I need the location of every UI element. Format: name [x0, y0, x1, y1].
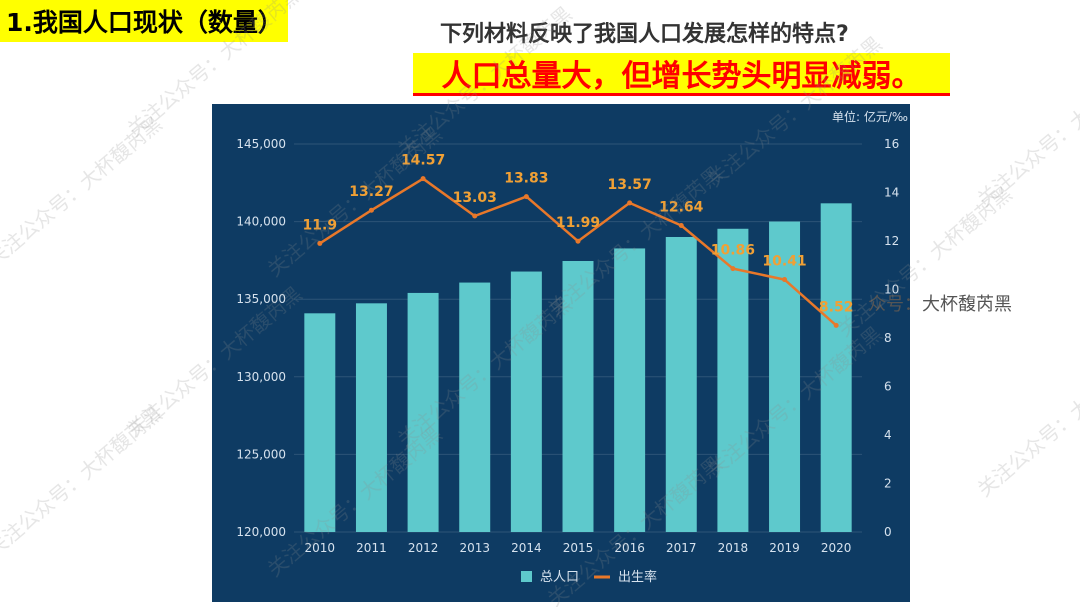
- bar-layer: [304, 203, 852, 532]
- x-tick-label: 2017: [666, 541, 697, 555]
- right-tick-label: 6: [884, 380, 892, 394]
- x-tick-label: 2011: [356, 541, 387, 555]
- birthrate-label-2020: 8.52: [819, 299, 854, 315]
- x-tick-label: 2013: [459, 541, 490, 555]
- bar-2015: [562, 260, 594, 532]
- birthrate-label-2012: 14.57: [401, 153, 445, 169]
- birthrate-label-2015: 11.99: [556, 215, 600, 231]
- x-tick-label: 2015: [563, 541, 594, 555]
- bar-2020: [820, 203, 852, 532]
- birthrate-label-2013: 13.03: [453, 190, 497, 206]
- right-tick-label: 0: [884, 525, 892, 539]
- birthrate-label-2016: 13.57: [607, 177, 651, 193]
- unit-label: 单位: 亿元/‰: [832, 109, 908, 124]
- side-watermark: 众号：大杯馥芮黑: [868, 294, 1012, 315]
- left-tick-label: 135,000: [236, 292, 286, 306]
- birthrate-point-2019: [782, 277, 788, 283]
- legend-layer: 总人口 出生率: [521, 569, 657, 585]
- bar-2011: [355, 303, 387, 532]
- left-tick-label: 120,000: [236, 525, 286, 539]
- answer-banner: 人口总量大，但增长势头明显减弱。: [413, 53, 950, 96]
- legend-swatch-population: [521, 571, 532, 582]
- left-tick-label: 130,000: [236, 370, 286, 384]
- watermark-text: 关注公众号：大杯馥芮黑: [0, 401, 167, 562]
- watermark-text: 关注公众号：大杯馥芮黑: [0, 111, 167, 272]
- left-tick-label: 125,000: [236, 447, 286, 461]
- bar-2014: [510, 271, 542, 532]
- bar-2018: [717, 228, 749, 532]
- birthrate-point-2011: [368, 207, 374, 213]
- birthrate-point-2016: [627, 200, 633, 206]
- bar-2012: [407, 292, 439, 532]
- label-layer: 11.9 13.27 14.57 13.03 13.83 11.99 13.57 12.64 1…: [303, 153, 854, 316]
- bar-2017: [665, 236, 697, 532]
- right-tick-label: 2: [884, 477, 892, 491]
- x-tick-label: 2014: [511, 541, 542, 555]
- right-tick-label: 14: [884, 186, 899, 200]
- birthrate-point-2014: [523, 194, 529, 200]
- birthrate-point-2012: [420, 176, 426, 182]
- birthrate-point-2013: [472, 213, 478, 219]
- birthrate-label-2011: 13.27: [349, 184, 393, 200]
- population-birthrate-chart: 11.9 13.27 14.57 13.03 13.83 11.99 13.57 12.64 1…: [236, 109, 908, 585]
- birthrate-point-2020: [833, 322, 839, 328]
- birthrate-point-2015: [575, 238, 581, 244]
- x-tick-label: 2018: [718, 541, 749, 555]
- legend-label-birthrate: 出生率: [618, 569, 657, 585]
- slide-heading: 1.我国人口现状（数量）: [0, 0, 288, 42]
- x-tick-label: 2016: [614, 541, 645, 555]
- birthrate-point-2017: [678, 222, 684, 228]
- birthrate-point-2010: [317, 240, 323, 246]
- line-layer: [317, 176, 839, 328]
- question-text: 下列材料反映了我国人口发展怎样的特点?: [440, 22, 849, 47]
- birthrate-label-2019: 10.41: [762, 254, 806, 270]
- bar-2016: [614, 248, 646, 532]
- watermark-text: 关注公众号：大杯馥芮黑: [972, 341, 1080, 502]
- birthrate-label-2017: 12.64: [659, 199, 704, 215]
- right-tick-label: 12: [884, 234, 899, 248]
- right-tick-label: 4: [884, 428, 892, 442]
- right-tick-label: 16: [884, 137, 899, 151]
- birthrate-label-2014: 13.83: [504, 171, 548, 187]
- x-tick-label: 2020: [821, 541, 852, 555]
- x-tick-label: 2012: [408, 541, 439, 555]
- slide-heading-text: 1.我国人口现状（数量）: [6, 8, 283, 37]
- right-tick-label: 10: [884, 283, 899, 297]
- answer-text: 人口总量大，但增长势头明显减弱。: [441, 59, 922, 94]
- birthrate-label-2010: 11.9: [303, 217, 338, 233]
- bar-2010: [304, 313, 336, 532]
- chart-panel: 11.9 13.27 14.57 13.03 13.83 11.99 13.57 12.64 1…: [212, 104, 910, 602]
- birthrate-point-2018: [730, 266, 736, 272]
- watermark-text: 关注公众号：大杯馥芮黑: [972, 51, 1080, 212]
- right-tick-label: 8: [884, 331, 892, 345]
- left-tick-label: 145,000: [236, 137, 286, 151]
- bar-2019: [769, 221, 801, 532]
- birthrate-label-2018: 10.86: [711, 243, 755, 259]
- legend-label-population: 总人口: [540, 570, 579, 585]
- bar-2013: [459, 282, 491, 532]
- left-tick-label: 140,000: [236, 215, 286, 229]
- x-tick-label: 2010: [305, 541, 336, 555]
- axis-layer: 单位: 亿元/‰ 120,000 125,000 130,000 135,000 140,…: [236, 109, 908, 555]
- x-tick-label: 2019: [769, 541, 800, 555]
